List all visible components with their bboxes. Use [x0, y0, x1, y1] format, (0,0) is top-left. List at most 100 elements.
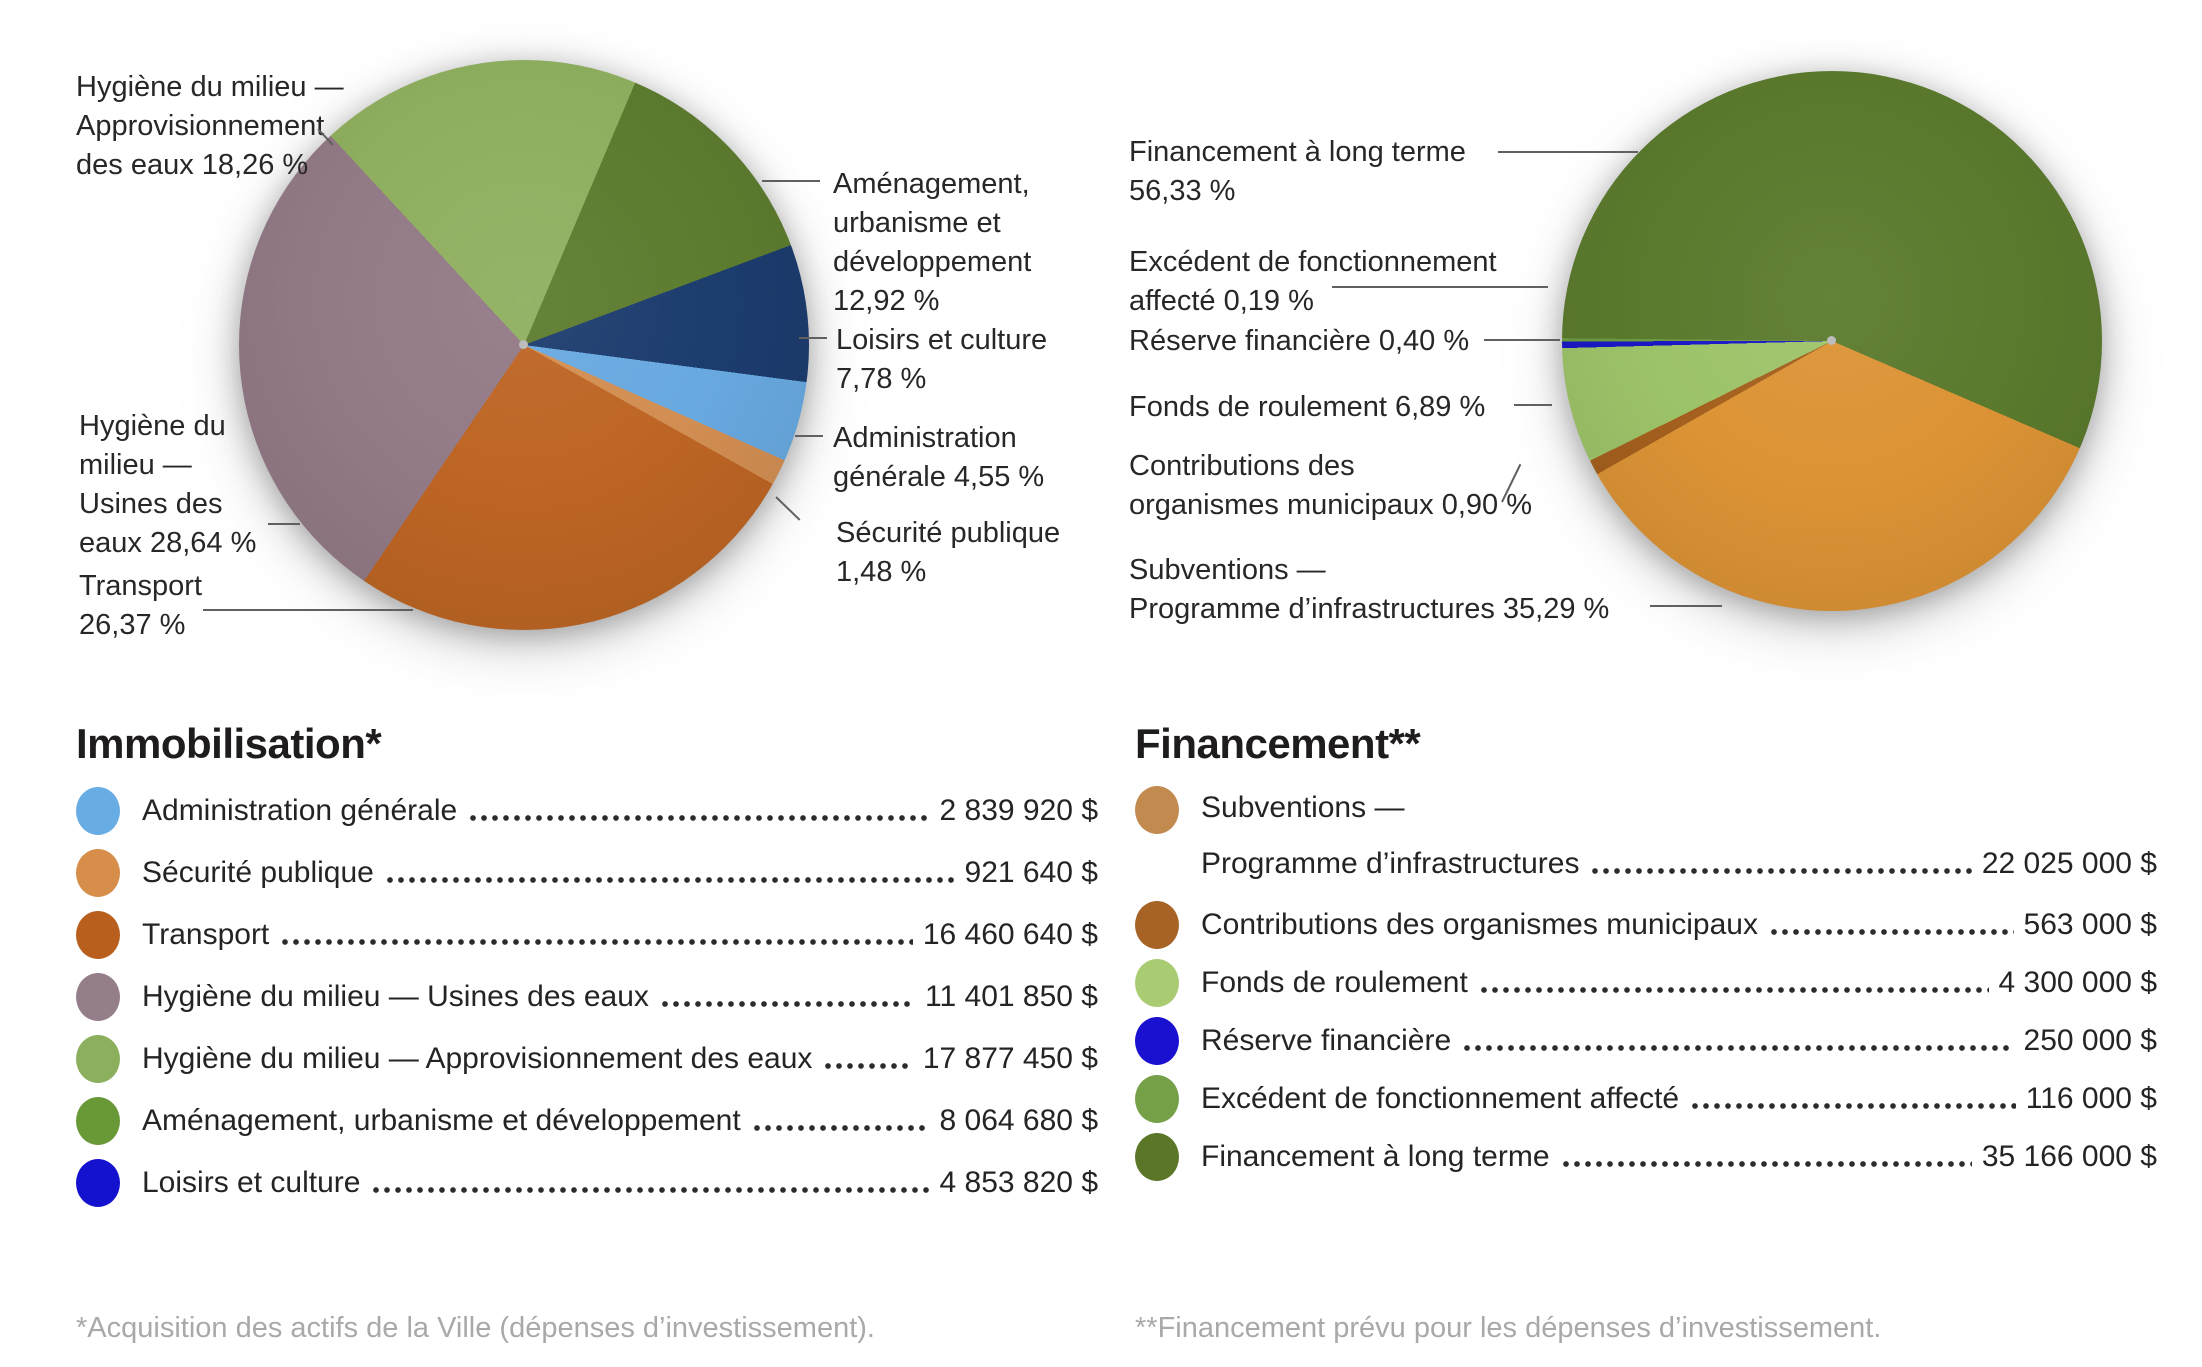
callout-line-text: Programme d’infrastructures 35,29 % [1129, 593, 1610, 625]
dotted-leader [469, 813, 930, 823]
legend-label: Aménagement, urbanisme et développement [142, 1104, 741, 1137]
legend-label: Hygiène du milieu — Usines des eaux [142, 980, 649, 1013]
legend-swatch [1135, 1017, 1179, 1065]
leader-line [799, 337, 827, 339]
callout-line-text: urbanisme et [833, 207, 1001, 239]
legend-label: Contributions des organismes municipaux [1201, 908, 1758, 941]
leader-line [1514, 404, 1552, 406]
pie-center-dot [1827, 336, 1836, 345]
legend-swatch [76, 849, 120, 897]
callout-line-text: Administration [833, 422, 1017, 454]
callout-line-text: Transport [79, 570, 203, 602]
callout-line-text: Hygiène du milieu — [76, 71, 344, 103]
callout-reserve: Réserve financière 0,40 % [1129, 322, 1469, 361]
footnote-financement: **Financement prévu pour les dépenses d’… [1135, 1312, 1882, 1344]
legend-item-excedent: Excédent de fonctionnement affecté 116 0… [1135, 1070, 2157, 1128]
legend-value: 11 401 850 $ [925, 980, 1098, 1013]
leader-line [775, 496, 801, 521]
dotted-leader [1591, 866, 1972, 876]
legend-swatch [1135, 786, 1179, 834]
legend-value: 17 877 450 $ [922, 1042, 1098, 1075]
legend-item-financement-long-terme: Financement à long terme 35 166 000 $ [1135, 1128, 2157, 1186]
legend-item-fonds-de-roulement: Fonds de roulement 4 300 000 $ [1135, 954, 2157, 1012]
legend-value: 250 000 $ [2023, 1024, 2157, 1057]
callout-line-text: Usines des [79, 488, 223, 520]
legend-value: 16 460 640 $ [922, 918, 1098, 951]
leader-line [1650, 605, 1722, 607]
legend-item-approvisionnement-des-eaux: Hygiène du milieu — Approvisionnement de… [76, 1028, 1098, 1090]
leader-line [762, 180, 820, 182]
callout-line-text: Hygiène du [79, 410, 226, 442]
dotted-leader [1561, 1159, 1972, 1169]
dotted-leader [281, 937, 913, 947]
legend-label: Excédent de fonctionnement affecté [1201, 1082, 1680, 1115]
legend-swatch [1135, 1133, 1179, 1181]
legend-value: 4 853 820 $ [939, 1166, 1098, 1199]
legend-label: Réserve financière [1201, 1024, 1452, 1057]
legend-value: 4 300 000 $ [1998, 966, 2157, 999]
leader-line [268, 523, 300, 525]
legend-label: Hygiène du milieu — Approvisionnement de… [142, 1042, 813, 1075]
callout-contributions: Contributions des organismes municipaux … [1129, 447, 1532, 525]
dotted-leader [385, 875, 955, 885]
dotted-leader [1479, 985, 1989, 995]
legend-label: Administration générale [142, 794, 458, 827]
callout-line-text: Excédent de fonctionnement [1129, 246, 1497, 278]
legend-label: Fonds de roulement [1201, 966, 1468, 999]
legend-swatch [76, 787, 120, 835]
callout-line-text: Approvisionnement [76, 110, 325, 142]
leader-line [1484, 339, 1560, 341]
callout-financement-long-terme: Financement à long terme 56,33 % [1129, 133, 1466, 211]
legend-value: 116 000 $ [2025, 1082, 2157, 1115]
legend-value: 22 025 000 $ [1981, 847, 2157, 880]
callout-administration: Administration générale 4,55 % [833, 419, 1044, 497]
callout-line-text: 7,78 % [836, 363, 927, 395]
legend-label: Transport [142, 918, 270, 951]
callout-securite: Sécurité publique 1,48 % [836, 514, 1060, 592]
footnote-immobilisation: *Acquisition des actifs de la Ville (dép… [76, 1312, 875, 1344]
callout-line-text: des eaux 18,26 % [76, 149, 309, 181]
legend-swatch [1135, 959, 1179, 1007]
callout-transport: Transport 26,37 % [79, 567, 202, 645]
leader-line [203, 609, 413, 611]
legend-value: 2 839 920 $ [939, 794, 1098, 827]
dotted-leader [752, 1123, 930, 1133]
callout-excedent: Excédent de fonctionnement affecté 0,19 … [1129, 243, 1497, 321]
callout-hygiene-approvisionnement: Hygiène du milieu — Approvisionnement de… [76, 68, 344, 185]
dotted-leader [1691, 1101, 2016, 1111]
callout-line-text: Subventions — [1129, 554, 1326, 586]
callout-line-text: Contributions des [1129, 450, 1355, 482]
callout-line-text: développement [833, 246, 1032, 278]
callout-line-text: eaux 28,64 % [79, 527, 257, 559]
legend-title-immobilisation: Immobilisation* [76, 720, 382, 767]
legend-value: 921 640 $ [964, 856, 1098, 889]
legend-item-subventions: Subventions — Programme d’infrastructure… [1135, 780, 2157, 896]
callout-line-text: organismes municipaux 0,90 % [1129, 489, 1532, 521]
callout-line-text: 26,37 % [79, 609, 186, 641]
callout-line-text: Réserve financière 0,40 % [1129, 325, 1470, 357]
dotted-leader [372, 1185, 930, 1195]
legend-financement: Financement** Subventions — Programme d’… [1135, 720, 2157, 1186]
legend-label: Programme d’infrastructures [1201, 847, 1580, 880]
legend-item-administration-generale: Administration générale 2 839 920 $ [76, 780, 1098, 842]
legend-swatch [1135, 1075, 1179, 1123]
callout-line-text: Loisirs et culture [836, 324, 1048, 356]
callout-line-text: Sécurité publique [836, 517, 1061, 549]
legend-label: Subventions — [1201, 791, 1405, 824]
legend-item-reserve-financiere: Réserve financière 250 000 $ [1135, 1012, 2157, 1070]
pie-center-dot [519, 340, 528, 349]
legend-item-transport: Transport 16 460 640 $ [76, 904, 1098, 966]
legend-swatch [76, 1035, 120, 1083]
callout-line-text: Aménagement, [833, 168, 1030, 200]
legend-swatch [76, 973, 120, 1021]
dotted-leader [1463, 1043, 2014, 1053]
callout-amenagement: Aménagement, urbanisme et développement … [833, 165, 1031, 321]
pie-chart-financement [1562, 71, 2102, 611]
dotted-leader [824, 1061, 913, 1071]
legend-value: 35 166 000 $ [1981, 1140, 2157, 1173]
legend-swatch [1135, 901, 1179, 949]
legend-immobilisation: Immobilisation* Administration générale … [76, 720, 1098, 1214]
legend-value: 8 064 680 $ [939, 1104, 1098, 1137]
callout-subventions: Subventions — Programme d’infrastructure… [1129, 551, 1609, 629]
